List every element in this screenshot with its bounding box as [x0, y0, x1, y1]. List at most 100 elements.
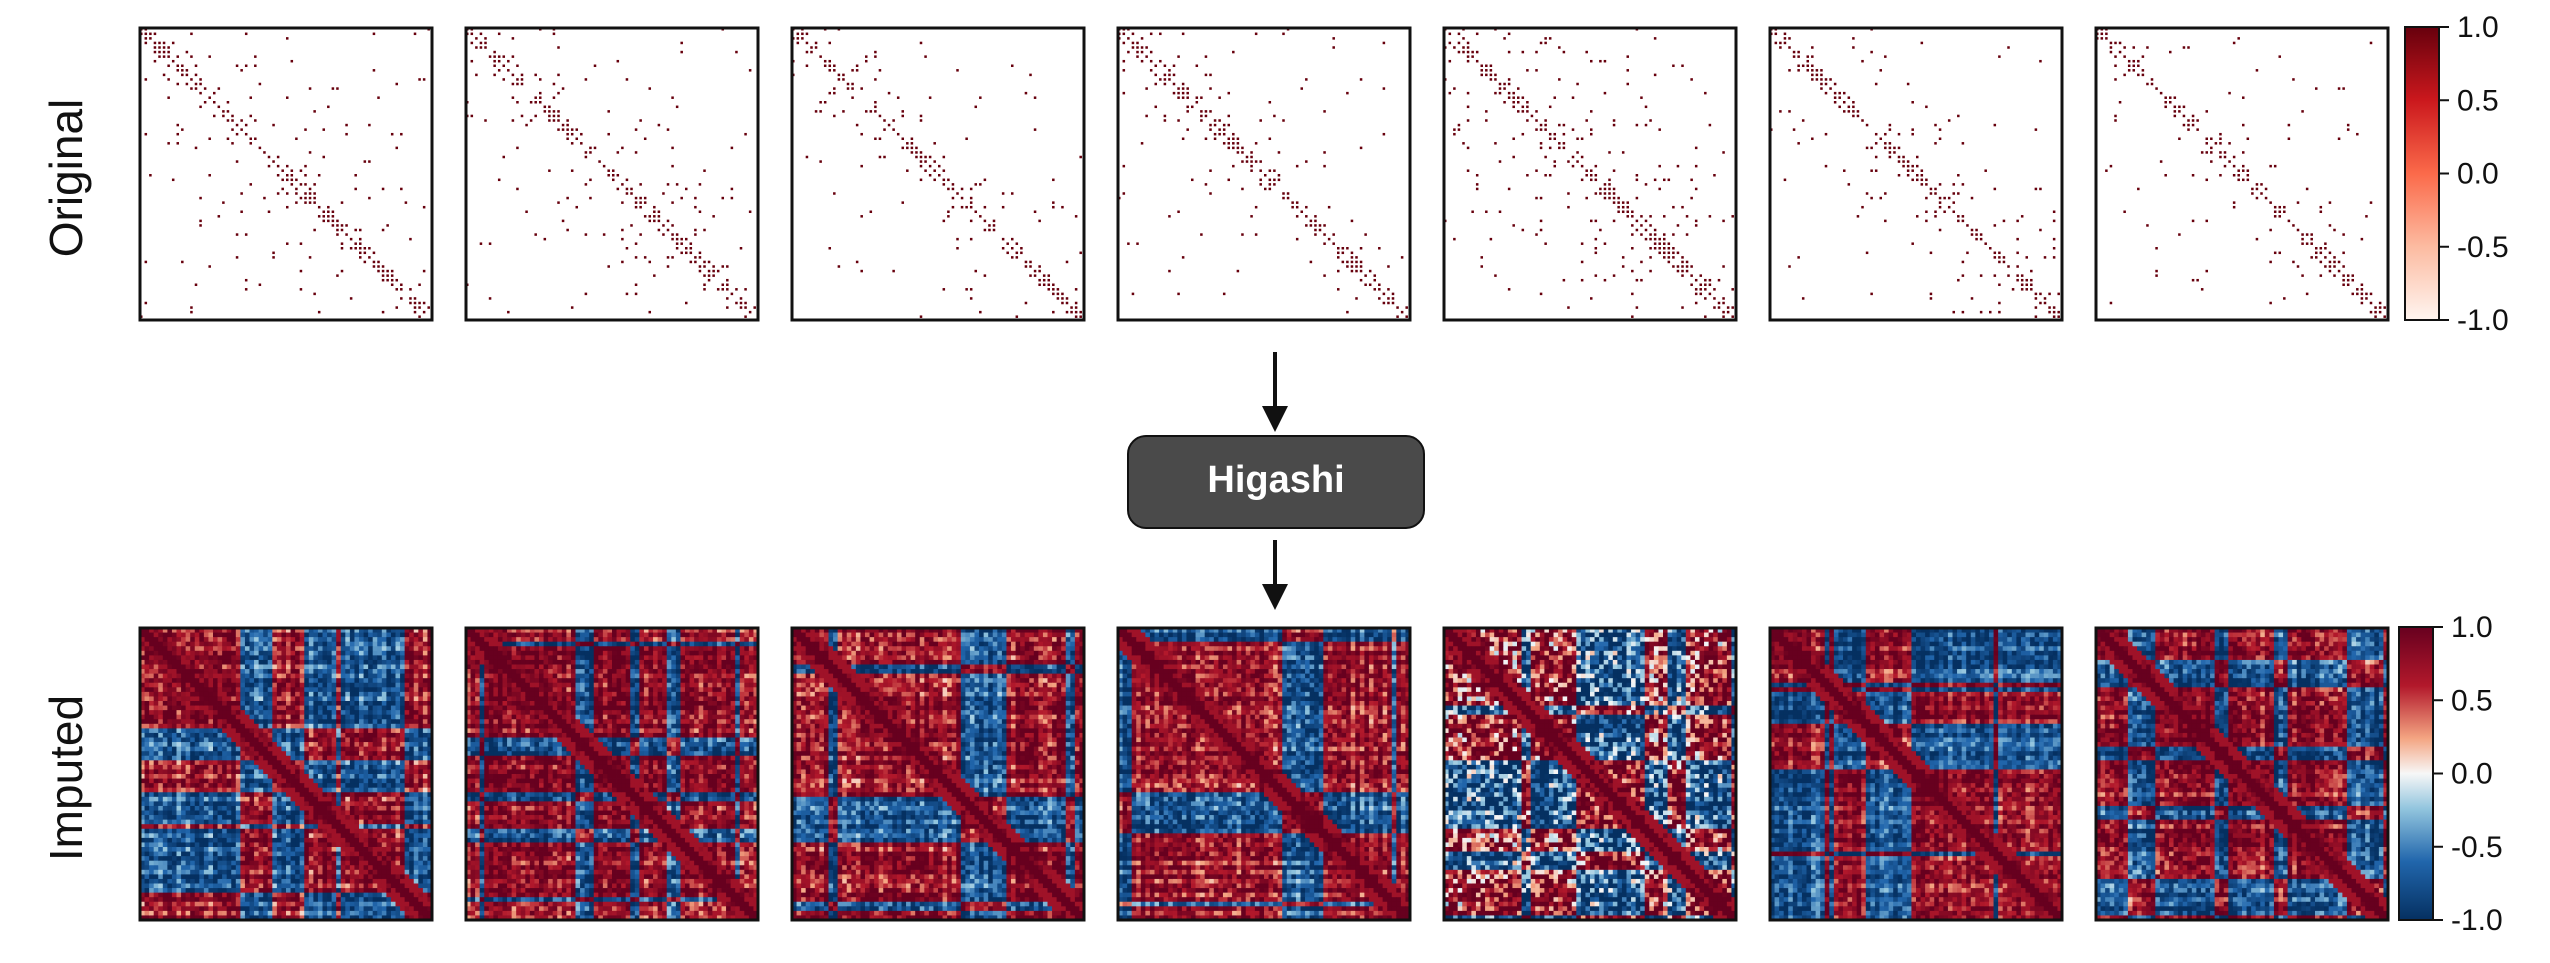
- heatmap-cell: [158, 888, 163, 893]
- heatmap-cell: [190, 719, 195, 724]
- heatmap-cell: [341, 229, 344, 232]
- heatmap-cell: [566, 119, 569, 122]
- heatmap-cell: [1150, 69, 1153, 72]
- heatmap-cell: [947, 188, 950, 191]
- heatmap-cell: [883, 128, 886, 131]
- heatmap-cell: [195, 861, 200, 866]
- heatmap-cell: [163, 801, 168, 806]
- heatmap-cell: [2279, 211, 2282, 214]
- heatmap-cell: [1962, 274, 1965, 277]
- heatmap-cell: [199, 197, 202, 200]
- heatmap-cell: [172, 806, 177, 811]
- heatmap-cell: [1654, 74, 1657, 77]
- heatmap-cell: [364, 706, 369, 711]
- heatmap-cell: [199, 838, 204, 843]
- heatmap-cell: [396, 279, 399, 282]
- heatmap-cell: [947, 179, 950, 182]
- heatmap-cell: [222, 747, 227, 752]
- heatmap-cell: [544, 110, 547, 113]
- heatmap-cell: [172, 742, 177, 747]
- heatmap-cell: [1517, 110, 1520, 113]
- heatmap-cell: [154, 833, 159, 838]
- heatmap-cell: [418, 306, 421, 309]
- heatmap-cell: [167, 696, 172, 701]
- heatmap-cell: [566, 128, 569, 131]
- heatmap-cell: [149, 874, 154, 879]
- heatmap-cell: [368, 683, 373, 688]
- heatmap-cell: [149, 792, 154, 797]
- heatmap-cell: [268, 660, 273, 665]
- heatmap-cell: [218, 678, 223, 683]
- heatmap-cell: [222, 888, 227, 893]
- heatmap-cell: [195, 87, 198, 90]
- heatmap-cell: [145, 683, 150, 688]
- heatmap-cell: [163, 665, 168, 670]
- heatmap-cell: [254, 646, 259, 651]
- heatmap-cell: [1273, 179, 1276, 182]
- heatmap-cell: [1029, 74, 1032, 77]
- heatmap-cell: [1797, 55, 1800, 58]
- heatmap-cell: [236, 696, 241, 701]
- heatmap-cell: [717, 270, 720, 273]
- heatmap-cell: [218, 865, 223, 870]
- heatmap-cell: [181, 696, 186, 701]
- heatmap-cell: [281, 696, 286, 701]
- heatmap-cell: [222, 642, 227, 647]
- heatmap-cell: [498, 55, 501, 58]
- heatmap-cell: [327, 651, 332, 656]
- heatmap-cell: [414, 687, 419, 692]
- heatmap-cell: [199, 774, 204, 779]
- heatmap-cell: [1811, 78, 1814, 81]
- heatmap-cell: [163, 678, 168, 683]
- heatmap-cell: [1191, 106, 1194, 109]
- heatmap-cell: [236, 651, 241, 656]
- heatmap-cell: [204, 715, 209, 720]
- heatmap-cell: [309, 706, 314, 711]
- heatmap-cell: [199, 815, 204, 820]
- heatmap-cell: [621, 147, 624, 150]
- heatmap-cell: [1250, 169, 1253, 172]
- heatmap-cell: [259, 674, 264, 679]
- heatmap-cell: [167, 706, 172, 711]
- heatmap-cell: [703, 229, 706, 232]
- heatmap-cell: [195, 655, 200, 660]
- heatmap-cell: [2219, 133, 2222, 136]
- heatmap-cell: [359, 642, 364, 647]
- heatmap-cell: [2021, 215, 2024, 218]
- heatmap-cell: [364, 674, 369, 679]
- heatmap-cell: [145, 733, 150, 738]
- heatmap-cell: [222, 201, 225, 204]
- heatmap-cell: [227, 724, 232, 729]
- heatmap-cell: [1816, 69, 1819, 72]
- heatmap-cell: [938, 165, 941, 168]
- heatmap-cell: [1704, 92, 1707, 95]
- heatmap-cell: [1136, 51, 1139, 54]
- heatmap-cell: [1305, 215, 1308, 218]
- heatmap-cell: [1793, 51, 1796, 54]
- heatmap-cell: [1323, 224, 1326, 227]
- heatmap-cell: [163, 829, 168, 834]
- heatmap-cell: [838, 74, 841, 77]
- heatmap-cell: [186, 806, 191, 811]
- heatmap-cell: [231, 660, 236, 665]
- heatmap-cell: [1512, 106, 1515, 109]
- heatmap-cell: [1052, 293, 1055, 296]
- heatmap-cell: [250, 637, 255, 642]
- heatmap-cell: [911, 142, 914, 145]
- heatmap-cell: [2224, 156, 2227, 159]
- heatmap-cell: [177, 724, 182, 729]
- heatmap-cell: [227, 633, 232, 638]
- heatmap-cell: [423, 642, 428, 647]
- heatmap-cell: [842, 110, 845, 113]
- heatmap-cell: [2374, 311, 2377, 314]
- heatmap-cell: [263, 642, 268, 647]
- heatmap-cell: [2133, 60, 2136, 63]
- heatmap-cell: [336, 220, 339, 223]
- heatmap-cell: [218, 874, 223, 879]
- heatmap-cell: [2003, 261, 2006, 264]
- heatmap-cell: [291, 651, 296, 656]
- heatmap-cell: [2155, 270, 2158, 273]
- heatmap-cell: [277, 706, 282, 711]
- heatmap-cell: [154, 724, 159, 729]
- heatmap-cell: [213, 742, 218, 747]
